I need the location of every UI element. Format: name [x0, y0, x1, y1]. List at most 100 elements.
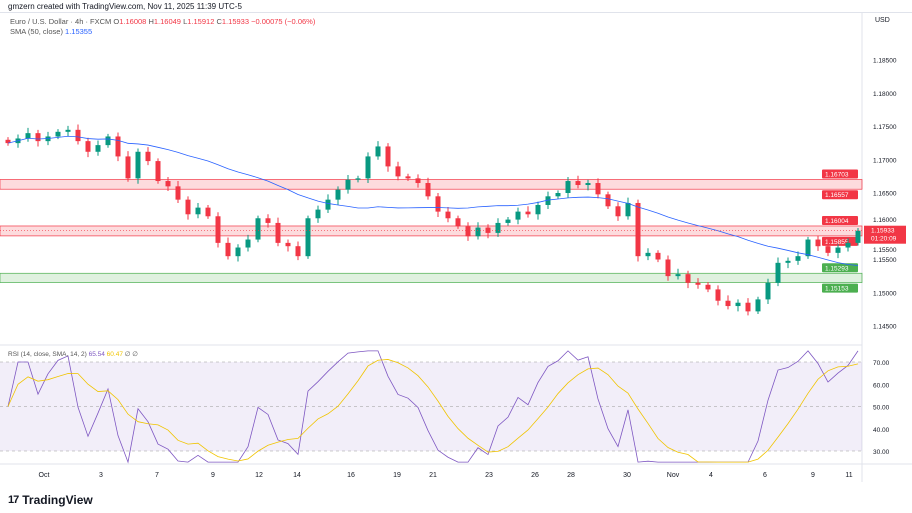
candle-body — [565, 181, 571, 193]
candle-body — [515, 211, 521, 220]
brand-name: TradingView — [22, 493, 93, 507]
time-tick-label: 4 — [709, 472, 713, 479]
candle-body — [5, 139, 11, 144]
zone-price-label: 1.15153 — [825, 286, 849, 293]
price-tick-label: 1.15500 — [873, 247, 897, 254]
candle-body — [105, 136, 111, 146]
open-value: 1.16008 — [119, 17, 147, 26]
price-tick-label: 1.14500 — [873, 324, 897, 331]
footer-brand: 17 TradingView — [8, 493, 93, 507]
zone-price-label: 1.15293 — [825, 265, 849, 272]
candle-body — [125, 156, 131, 179]
candle-body — [115, 136, 121, 157]
candle-body — [435, 196, 441, 212]
countdown-label: 01:20:09 — [871, 236, 897, 243]
candle-body — [495, 222, 501, 233]
sma-legend[interactable]: SMA (50, close) 1.15355 — [10, 27, 92, 36]
candle-body — [35, 133, 41, 142]
resistance-zone — [0, 225, 863, 237]
candle-body — [345, 179, 351, 190]
candle-body — [375, 146, 381, 157]
resistance-zone — [0, 179, 863, 190]
time-tick-label: 6 — [763, 472, 767, 479]
time-tick-label: 9 — [811, 472, 815, 479]
candle-body — [625, 202, 631, 217]
chart-frame — [0, 12, 912, 482]
candle-body — [735, 302, 741, 307]
candle-body — [675, 274, 681, 277]
price-tick-label: 1.17000 — [873, 157, 897, 164]
candle-body — [795, 256, 801, 261]
candle-body — [405, 176, 411, 179]
time-tick-label: 7 — [155, 472, 159, 479]
candle-body — [155, 161, 161, 182]
candle-body — [355, 178, 361, 180]
candle-body — [55, 131, 61, 137]
time-tick-label: 3 — [99, 472, 103, 479]
candle-body — [585, 183, 591, 186]
candle-body — [835, 247, 841, 253]
time-tick-label: 30 — [623, 472, 631, 479]
candle-body — [755, 299, 761, 312]
zone-price-badge — [822, 169, 858, 179]
candle-body — [305, 218, 311, 257]
time-tick-label: 14 — [293, 472, 301, 479]
chart-credit: gmzern created with TradingView.com, Nov… — [8, 2, 242, 11]
rsi-legend[interactable]: RSI (14, close, SMA, 14, 2) 65.54 60.47 … — [8, 350, 138, 358]
candle-body — [475, 227, 481, 237]
last-price-badge — [864, 225, 906, 244]
rsi-tick-label: 30.00 — [873, 449, 890, 456]
time-tick-label: 16 — [347, 472, 355, 479]
currency-label[interactable]: USD — [875, 17, 890, 24]
candle-body — [485, 227, 491, 233]
open-label: O — [113, 17, 120, 26]
price-tick-label: 1.15500 — [873, 257, 897, 264]
change-value: −0.00075 (−0.06%) — [251, 17, 316, 26]
low-label: L — [183, 17, 188, 26]
candle-body — [595, 183, 601, 195]
zone-price-label: 1.16703 — [825, 172, 849, 179]
price-tick-label: 1.16500 — [873, 191, 897, 198]
candle-body — [325, 199, 331, 210]
candle-body — [335, 189, 341, 200]
time-tick-label: Nov — [667, 472, 680, 479]
candle-body — [605, 194, 611, 207]
candle-body — [215, 216, 221, 243]
candle-body — [805, 239, 811, 257]
candle-body — [165, 181, 171, 187]
high-value: 1.16049 — [153, 17, 181, 26]
sma-value: 1.15355 — [65, 27, 93, 36]
zone-price-label: 1.16557 — [825, 192, 849, 199]
candle-body — [295, 246, 301, 257]
candle-body — [825, 246, 831, 253]
zone-price-badge — [822, 263, 858, 273]
sma-label: SMA (50, close) — [10, 27, 63, 36]
candle-body — [775, 262, 781, 283]
candle-body — [195, 207, 201, 215]
price-tick-label: 1.18000 — [873, 91, 897, 98]
rsi-tick-label: 60.00 — [873, 382, 890, 389]
candle-body — [745, 302, 751, 312]
candle-body — [615, 206, 621, 217]
candle-body — [455, 218, 461, 227]
close-label: C — [216, 17, 222, 26]
candle-body — [635, 202, 641, 257]
candle-body — [415, 178, 421, 184]
rsi-tick-label: 40.00 — [873, 427, 890, 434]
candle-body — [465, 226, 471, 237]
rsi-label: RSI (14, close, SMA, 14, 2) — [8, 351, 87, 358]
time-tick-label: 26 — [531, 472, 539, 479]
candle-body — [695, 282, 701, 285]
candle-body — [255, 218, 261, 240]
symbol-name[interactable]: Euro / U.S. Dollar · 4h · FXCM — [10, 17, 112, 26]
candle-body — [205, 207, 211, 217]
low-value: 1.15912 — [187, 17, 215, 26]
candle-body — [645, 252, 651, 257]
price-tick-label: 1.17500 — [873, 124, 897, 131]
time-tick-label: 9 — [211, 472, 215, 479]
zone-price-label: 1.15855 — [825, 239, 849, 246]
price-tick-label: 1.16000 — [873, 217, 897, 224]
candle-body — [365, 156, 371, 179]
candle-body — [135, 151, 141, 179]
